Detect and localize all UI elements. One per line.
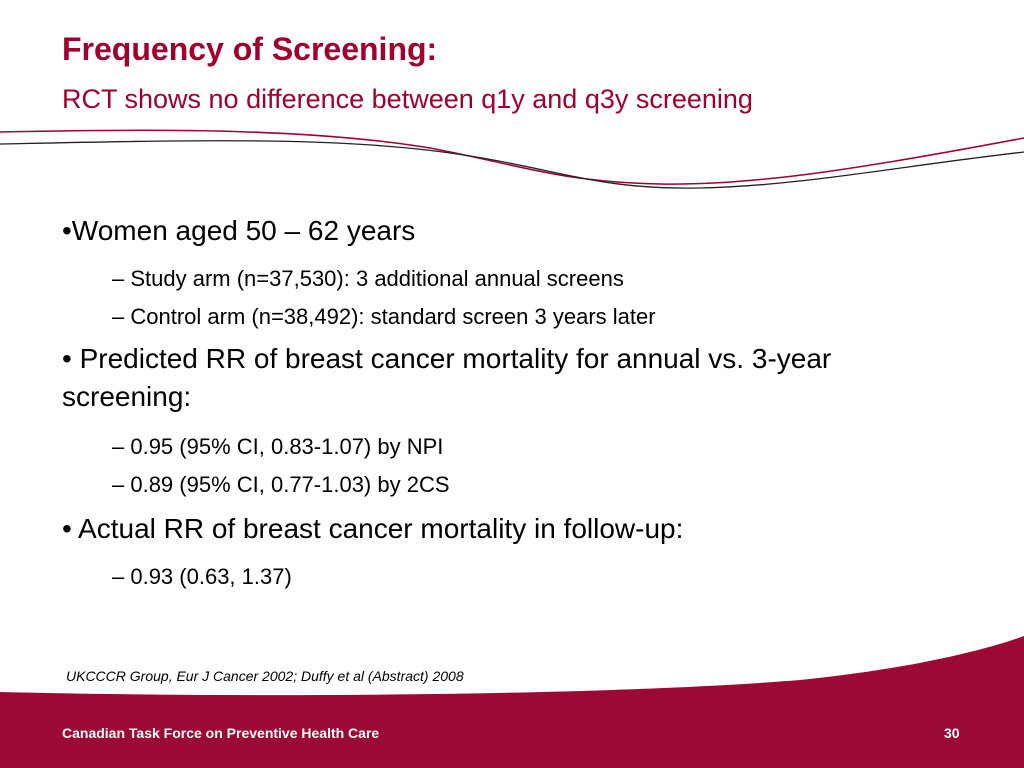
sub-bullet-actual-value: – 0.93 (0.63, 1.37) — [112, 564, 292, 589]
sub-bullet-2cs: – 0.89 (95% CI, 0.77-1.03) by 2CS — [112, 472, 450, 497]
bullet-actual-rr: • Actual RR of breast cancer mortality i… — [62, 513, 684, 544]
bullet-predicted-rr: • Predicted RR of breast cancer mortalit… — [62, 343, 832, 412]
page-number: 30 — [944, 725, 960, 741]
sub-bullet-study-arm: – Study arm (n=37,530): 3 additional ann… — [112, 266, 624, 291]
bullet-women-aged: •Women aged 50 – 62 years — [62, 215, 416, 246]
slide-title: Frequency of Screening: — [62, 31, 438, 67]
citation: UKCCCR Group, Eur J Cancer 2002; Duffy e… — [66, 668, 464, 684]
wave-line-black — [0, 140, 1024, 189]
slide-subtitle: RCT shows no difference between q1y and … — [62, 84, 753, 114]
decorative-wave-lines — [0, 129, 1024, 189]
footer-organization: Canadian Task Force on Preventive Health… — [62, 725, 380, 741]
wave-line-red — [0, 129, 1024, 185]
footer-banner — [0, 636, 1024, 768]
sub-bullet-npi: – 0.95 (95% CI, 0.83-1.07) by NPI — [112, 434, 444, 459]
bullet-list: •Women aged 50 – 62 years – Study arm (n… — [62, 212, 962, 592]
sub-bullet-control-arm: – Control arm (n=38,492): standard scree… — [112, 304, 656, 329]
